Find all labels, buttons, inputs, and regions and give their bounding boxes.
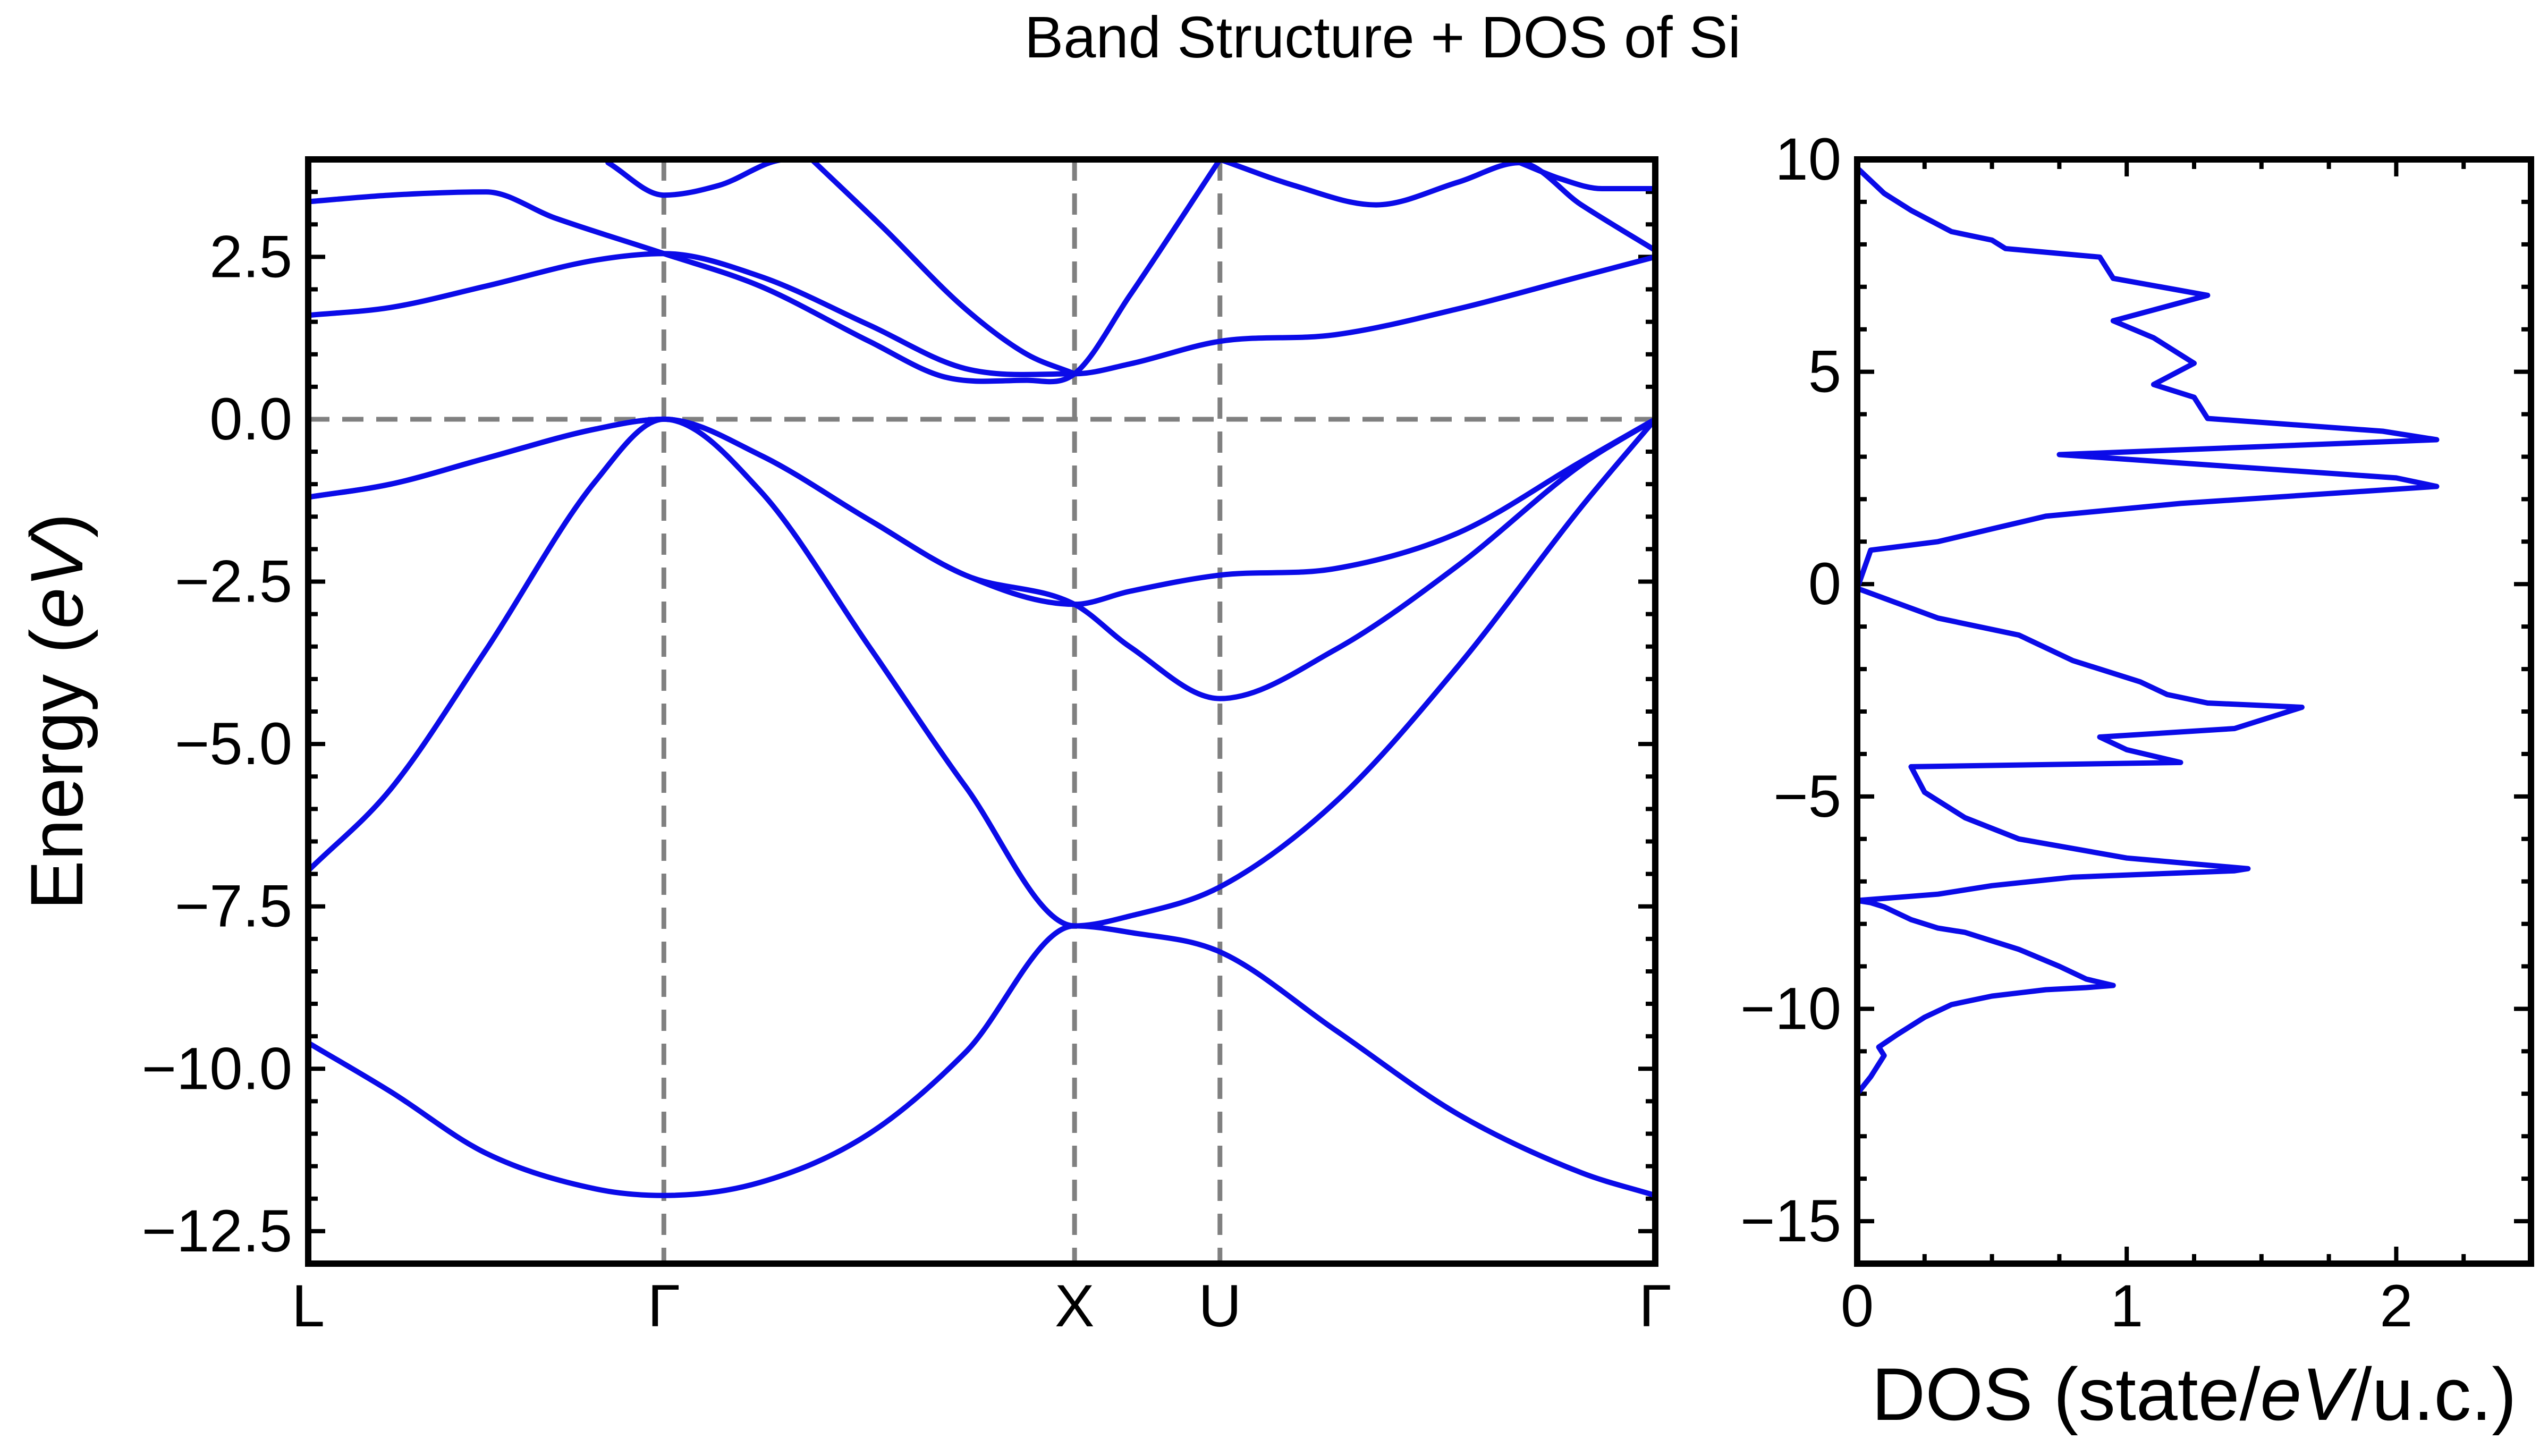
- figure-title: Band Structure + DOS of Si: [1025, 5, 1741, 70]
- band-y-axis-label-close: ): [15, 513, 98, 538]
- band-y-axis-label-unit: eV: [15, 532, 98, 629]
- band-y-tick-label: 2.5: [209, 223, 292, 290]
- band-y-axis-label-main: Energy (: [15, 629, 98, 910]
- dos-tick-labels: −15 −10 −5 0 5 10 0 1 2: [1740, 126, 2413, 1339]
- band-line-3: [308, 416, 1655, 701]
- band-line-5: [308, 251, 1655, 377]
- dos-y-tick-label: 10: [1775, 126, 1841, 192]
- dos-y-tick-label: −15: [1740, 1188, 1841, 1254]
- band-y-tick-label: −10.0: [142, 1035, 292, 1102]
- kpoint-label: L: [292, 1273, 325, 1339]
- band-y-tick-label: 0.0: [209, 386, 292, 452]
- dos-x-tick-label: 2: [2380, 1273, 2412, 1339]
- band-structure-panel: −12.5 −10.0 −7.5 −5.0 −2.5 0.0 2.5 L Γ X U Γ Energy…: [15, 156, 1672, 1339]
- band-y-axis-label: Energy (eV): [15, 513, 98, 910]
- dos-curves: [1857, 165, 2440, 1097]
- dos-x-axis-label-close: /u.c.): [2351, 1352, 2517, 1436]
- kpoint-label: X: [1055, 1273, 1095, 1339]
- band-line-8: [809, 159, 1078, 377]
- kpoint-label: Γ: [647, 1273, 680, 1339]
- dos-x-tick-label: 1: [2110, 1273, 2143, 1339]
- dos-axis-ticks: [1855, 157, 2533, 1264]
- band-line-4: [308, 416, 1655, 607]
- band-line-9: [1217, 159, 1655, 253]
- kpoint-label: U: [1198, 1273, 1241, 1339]
- dos-y-tick-label: −5: [1773, 763, 1841, 829]
- band-line-1: [308, 923, 1655, 1198]
- band-y-tick-label: −5.0: [175, 710, 292, 777]
- dos-x-tick-label: 0: [1841, 1273, 1874, 1339]
- band-y-tick-label: −12.5: [142, 1198, 292, 1264]
- band-plot-frame: [305, 156, 1658, 1267]
- dos-plot-frame: [1854, 156, 2534, 1267]
- band-line-2: [308, 416, 1655, 929]
- dos-y-tick-label: −10: [1740, 975, 1841, 1042]
- band-line-6: [308, 159, 1223, 385]
- dos-y-tick-label: 0: [1808, 551, 1841, 617]
- band-y-tick-label: −7.5: [175, 873, 292, 939]
- band-y-tick-label: −2.5: [175, 548, 292, 615]
- kpoint-label: Γ: [1639, 1273, 1672, 1339]
- dos-y-tick-label: 5: [1808, 338, 1841, 405]
- band-curves: [308, 159, 1655, 1198]
- dos-x-axis-label: DOS (state/eV/u.c.): [1872, 1352, 2517, 1436]
- dos-panel: −15 −10 −5 0 5 10 0 1 2 DOS (state/eV/u.c.): [1740, 126, 2534, 1436]
- band-line-7: [605, 159, 825, 198]
- band-axis-ticks: [308, 190, 1655, 1233]
- dos-x-axis-label-unit: eV: [2260, 1352, 2357, 1436]
- band-tick-labels: −12.5 −10.0 −7.5 −5.0 −2.5 0.0 2.5 L Γ X U Γ: [142, 223, 1672, 1339]
- dos-curve: [1857, 165, 2440, 1097]
- dos-x-axis-label-main: DOS (state/: [1872, 1352, 2260, 1436]
- band-line-10: [1517, 160, 1655, 191]
